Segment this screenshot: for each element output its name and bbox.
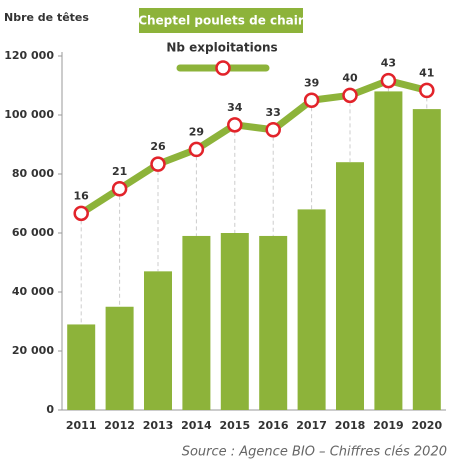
legend-bar-swatch — [139, 8, 303, 33]
bar — [144, 271, 172, 410]
data-label: 40 — [342, 71, 358, 84]
y-tick-label: 120 000 — [4, 49, 54, 62]
x-tick-label: 2013 — [143, 419, 174, 432]
line-marker — [303, 92, 320, 108]
x-tick-label: 2011 — [66, 419, 97, 432]
bar — [297, 209, 326, 410]
y-tick-label: 100 000 — [4, 108, 54, 121]
line-marker — [73, 205, 89, 222]
x-tick-label: 2012 — [104, 419, 135, 432]
legend-line-marker — [215, 60, 231, 76]
data-label: 41 — [419, 66, 434, 79]
data-label: 21 — [112, 165, 127, 178]
line-marker — [265, 122, 281, 138]
data-label: 29 — [189, 125, 204, 138]
data-label: 33 — [266, 106, 281, 119]
x-tick-label: 2017 — [296, 419, 327, 432]
data-label: 26 — [150, 140, 166, 153]
data-label: 16 — [74, 189, 90, 202]
x-tick-label: 2014 — [181, 419, 212, 432]
y-tick-label: 0 — [46, 403, 54, 416]
data-label: 43 — [381, 57, 396, 70]
bar — [336, 162, 364, 410]
line-marker — [419, 82, 435, 99]
bar — [412, 109, 441, 410]
bar — [374, 91, 403, 411]
source: Source : Agence BIO – Chiffres clés 2020 — [182, 445, 447, 460]
line-marker — [380, 72, 397, 89]
y-axis-label: Nbre de têtes — [4, 11, 89, 24]
line-marker — [188, 141, 205, 158]
data-label: 34 — [227, 101, 243, 114]
line-marker — [111, 181, 128, 197]
x-tick-label: 2015 — [219, 419, 250, 432]
y-tick-label: 20 000 — [12, 344, 54, 357]
y-tick-label: 40 000 — [12, 285, 54, 298]
x-tick-label: 2020 — [411, 419, 442, 432]
line-marker — [227, 117, 243, 133]
line-marker — [150, 156, 166, 172]
x-tick-label: 2018 — [335, 419, 366, 432]
bar — [182, 235, 211, 410]
bar — [220, 233, 249, 410]
y-tick-label: 80 000 — [12, 167, 54, 180]
line-marker — [342, 87, 358, 104]
legend-line-label: Nb exploitations — [166, 41, 277, 55]
data-label: 39 — [304, 76, 319, 89]
bar — [259, 235, 288, 410]
bar — [67, 324, 96, 410]
line — [77, 77, 431, 217]
bar — [105, 306, 134, 410]
y-tick-label: 60 000 — [12, 226, 54, 239]
legend-bar-label: Cheptel poulets de chair — [138, 14, 304, 28]
x-tick-label: 2019 — [373, 419, 404, 432]
x-tick-label: 2016 — [258, 419, 289, 432]
